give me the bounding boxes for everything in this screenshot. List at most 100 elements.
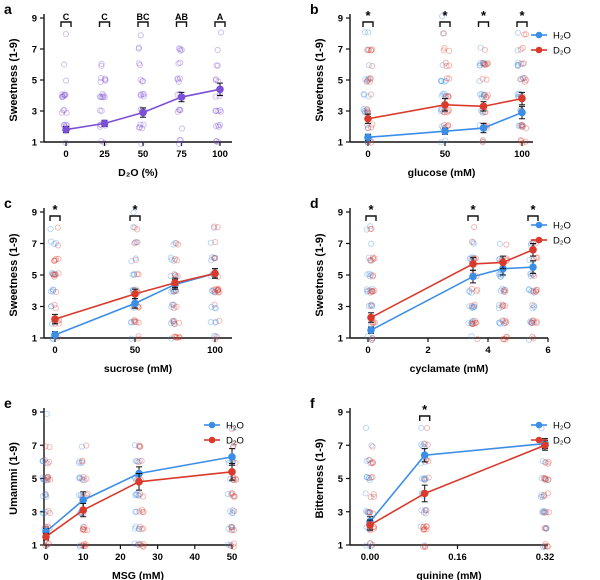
rating-point — [360, 91, 367, 98]
rating-point — [135, 44, 143, 51]
rating-point — [368, 442, 375, 449]
panel-letter: b — [310, 1, 319, 17]
rating-point — [367, 75, 374, 82]
rating-point — [542, 541, 549, 548]
rating-point — [474, 286, 481, 293]
rating-point — [212, 254, 219, 262]
rating-point — [442, 93, 449, 100]
rating-point — [135, 45, 142, 52]
rating-point — [480, 61, 487, 68]
rating-point — [479, 75, 486, 82]
rating-point — [368, 336, 375, 343]
rating-point — [61, 91, 68, 98]
rating-point — [545, 476, 552, 483]
y-tick-label: 5 — [32, 271, 38, 282]
rating-point — [134, 271, 141, 278]
rating-point — [519, 124, 526, 131]
rating-point — [138, 525, 145, 533]
y-tick-label: 7 — [338, 45, 343, 56]
rating-point — [445, 106, 452, 114]
rating-point — [364, 508, 371, 516]
rating-point — [97, 74, 105, 82]
rating-point — [170, 319, 177, 326]
rating-point — [500, 287, 507, 294]
rating-point — [214, 287, 221, 294]
rating-point — [46, 444, 53, 451]
significance-label: * — [442, 8, 448, 23]
rating-point — [97, 78, 104, 86]
y-tick-label: 3 — [338, 302, 343, 313]
rating-point — [131, 318, 139, 325]
rating-point — [139, 542, 146, 550]
rating-point — [483, 61, 490, 68]
rating-point — [136, 61, 143, 69]
x-tick-label: 75 — [176, 149, 187, 160]
mean-point-d2o — [42, 532, 50, 541]
rating-point — [367, 75, 374, 82]
rating-point — [364, 46, 371, 54]
rating-point — [61, 61, 68, 68]
rating-point — [138, 457, 145, 464]
significance-label: * — [470, 202, 476, 217]
legend-swatch-marker — [208, 436, 216, 444]
rating-point — [420, 543, 427, 550]
rating-point — [420, 440, 427, 447]
rating-point — [174, 76, 181, 83]
panel-f: f 1 3 5 7 9 0.00 0.16 0.32 quinine (mM) Bitterness… — [310, 395, 571, 580]
x-tick-label: 100 — [514, 149, 530, 160]
rating-point — [515, 122, 522, 129]
rating-point — [362, 76, 369, 83]
rating-point — [369, 288, 376, 295]
rating-point — [213, 138, 220, 145]
rating-point — [140, 90, 147, 97]
rating-point — [48, 303, 55, 310]
rating-point — [521, 78, 528, 85]
series-line-d2o — [54, 272, 216, 320]
rating-point — [530, 288, 537, 295]
legend-label: H₂O — [553, 421, 571, 432]
x-tick-label: 0.16 — [448, 552, 467, 563]
rating-point — [172, 255, 179, 263]
rating-point — [522, 138, 529, 145]
rating-point — [541, 542, 548, 550]
rating-point — [134, 541, 141, 548]
rating-point — [215, 78, 222, 85]
rating-point — [502, 317, 509, 324]
rating-point — [502, 319, 509, 327]
rating-point — [497, 287, 504, 294]
rating-point — [173, 287, 180, 294]
rating-point — [514, 61, 522, 69]
rating-point — [52, 255, 59, 263]
rating-point — [133, 490, 140, 497]
rating-point — [471, 320, 478, 327]
rating-point — [210, 224, 217, 231]
rating-point — [468, 289, 475, 296]
rating-point — [131, 224, 138, 231]
rating-point — [369, 460, 376, 467]
rating-point — [131, 317, 138, 324]
rating-point — [540, 509, 547, 516]
rating-point — [177, 106, 184, 113]
rating-point — [178, 46, 185, 53]
rating-point — [496, 319, 503, 326]
rating-point — [422, 506, 429, 513]
rating-point — [367, 225, 374, 232]
rating-point — [504, 333, 511, 340]
rating-point — [543, 509, 550, 516]
rating-point — [544, 543, 551, 550]
rating-point — [59, 91, 66, 98]
rating-point — [368, 271, 375, 279]
rating-point — [76, 475, 83, 482]
x-tick-label: 0.32 — [536, 552, 555, 563]
series-line-d2o — [369, 444, 546, 526]
rating-point — [417, 523, 424, 530]
legend-label: H₂O — [226, 421, 244, 432]
rating-point — [49, 270, 56, 277]
rating-point — [443, 109, 451, 116]
rating-point — [39, 458, 47, 465]
mean-point-d2o — [367, 313, 375, 322]
rating-point — [131, 270, 138, 278]
rating-point — [43, 477, 50, 484]
legend-label: H₂O — [553, 31, 571, 42]
rating-point — [100, 94, 107, 101]
